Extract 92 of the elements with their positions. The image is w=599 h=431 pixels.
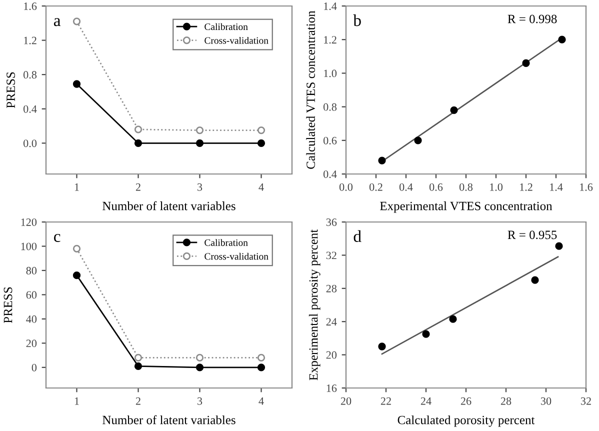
point (196, 354, 204, 362)
y-tick-label: 0.4 (24, 105, 37, 113)
y-tick-label: 0.6 (324, 136, 337, 144)
point (378, 156, 386, 164)
point (414, 136, 422, 144)
point (72, 80, 81, 88)
x-tick-label: 24 (420, 397, 432, 405)
y-tick-label: 0.4 (324, 170, 337, 178)
point (72, 244, 81, 252)
y-axis-title: PRESS (6, 72, 15, 108)
annotation: b (353, 14, 361, 26)
legend-label: Cross-validation (204, 252, 268, 260)
y-tick-label: 100 (21, 242, 37, 250)
point (450, 106, 458, 114)
y-tick-label: 80 (26, 266, 37, 274)
x-axis-title: Experimental VTES concentration (380, 201, 552, 213)
point (422, 330, 430, 338)
legend-label: Calibration (204, 239, 248, 246)
x-tick-label: 0.0 (339, 183, 353, 191)
y-tick-label: 0.8 (24, 71, 37, 79)
x-tick-label: 1.0 (490, 183, 503, 191)
point (378, 342, 386, 350)
y-tick-label: 20 (326, 351, 337, 359)
point (72, 18, 81, 26)
y-tick-label: 1.4 (324, 2, 337, 10)
x-tick-label: 1.2 (520, 183, 532, 191)
x-tick-label: 3 (198, 183, 202, 191)
y-axis-title: PRESS (4, 287, 12, 324)
point (531, 276, 539, 284)
point (134, 126, 142, 134)
y-axis-title: Calculated VTES concentration (306, 10, 316, 169)
x-tick-label: 2 (136, 183, 140, 191)
y-tick-label: 1.6 (24, 2, 37, 10)
x-tick-label: 1 (74, 183, 79, 191)
x-tick-label: 0.8 (459, 183, 473, 191)
x-tick-label: 3 (198, 397, 202, 405)
y-tick-label: 1.2 (24, 36, 36, 44)
x-tick-label: 0.6 (429, 183, 443, 191)
point (134, 354, 142, 362)
point (257, 364, 266, 372)
x-tick-label: 0.4 (399, 183, 413, 191)
x-tick-label: 1.6 (580, 183, 593, 191)
x-axis-title: Number of latent variables (102, 415, 236, 424)
x-tick-label: 1.4 (550, 183, 563, 191)
point (196, 126, 204, 134)
y-tick-label: 1.0 (324, 70, 337, 78)
x-tick-label: 2 (136, 397, 140, 405)
annotation: R = 0.955 (508, 230, 557, 240)
y-tick-label: 36 (326, 218, 337, 226)
x-tick-label: 28 (500, 397, 512, 405)
y-tick-label: 120 (21, 218, 37, 226)
point (449, 315, 457, 323)
x-tick-label: 22 (380, 397, 391, 405)
x-tick-label: 32 (580, 397, 591, 405)
point (134, 139, 142, 147)
y-tick-label: 0 (32, 364, 37, 372)
x-tick-label: 4 (258, 397, 264, 405)
point (522, 59, 530, 67)
y-tick-label: 20 (26, 340, 37, 348)
point (257, 139, 266, 147)
annotation: a (54, 18, 61, 26)
y-tick-label: 28 (326, 284, 337, 292)
x-tick-label: 20 (340, 397, 352, 405)
x-axis-title: Number of latent variables (102, 201, 236, 210)
point (134, 362, 142, 370)
y-tick-label: 0.8 (324, 103, 337, 111)
x-tick-label: 1 (74, 397, 79, 405)
legend-label: Calibration (204, 23, 248, 30)
y-tick-label: 16 (326, 384, 337, 392)
point (257, 354, 266, 362)
y-tick-label: 32 (326, 252, 336, 260)
x-tick-label: 4 (258, 183, 264, 191)
y-axis-title: Experimental porosity percent (308, 229, 320, 380)
y-tick-label: 24 (326, 318, 337, 326)
x-tick-label: 26 (460, 397, 472, 405)
y-tick-label: 40 (26, 315, 37, 323)
annotation: c (54, 234, 60, 242)
y-tick-label: 0.0 (24, 140, 37, 148)
point (72, 271, 81, 280)
point (196, 364, 204, 372)
x-tick-label: 0.2 (369, 183, 382, 191)
y-tick-label: 1.2 (324, 36, 336, 44)
y-tick-label: 60 (26, 291, 37, 299)
point (196, 139, 204, 147)
annotation: R = 0.998 (508, 14, 557, 24)
point (558, 36, 566, 44)
x-tick-label: 30 (540, 397, 552, 405)
annotation: d (354, 230, 362, 242)
x-axis-title: Calculated porosity percent (398, 415, 535, 427)
legend-label: Cross-validation (204, 36, 268, 44)
point (257, 126, 266, 134)
point (555, 242, 563, 250)
